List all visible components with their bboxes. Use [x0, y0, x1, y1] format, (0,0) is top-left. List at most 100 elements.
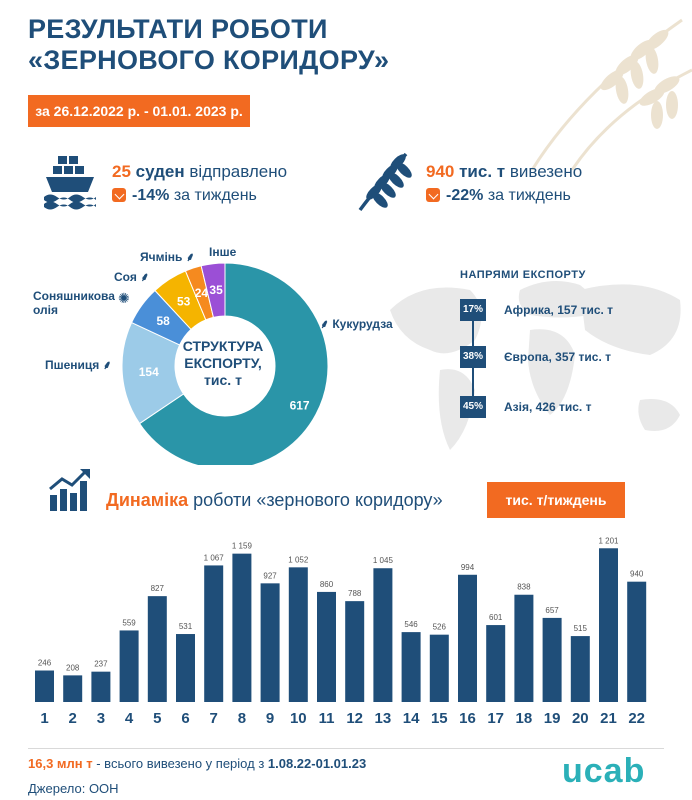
- title-line-1: РЕЗУЛЬТАТИ РОБОТИ: [28, 14, 328, 44]
- pie-value-label: 154: [139, 365, 159, 379]
- bar: [204, 565, 224, 702]
- bar-value-label: 1 045: [373, 556, 394, 565]
- source-note: Джерело: ООН: [28, 781, 119, 796]
- pie-value-label: 58: [156, 314, 170, 328]
- direction-asia-label: Азія, 426 тис. т: [504, 400, 592, 414]
- ships-unit: суден: [135, 162, 185, 181]
- bar-value-label: 1 159: [232, 542, 253, 551]
- export-structure-pie-chart: 617 154 58 53 24 35: [121, 262, 329, 465]
- pie-value-label: 617: [290, 399, 310, 413]
- bar-category-label: 13: [375, 710, 392, 727]
- pie-center-line1: СТРУКТУРА: [182, 338, 264, 354]
- dynamics-title-rest: роботи «зернового коридору»: [188, 490, 443, 510]
- bar-category-label: 18: [516, 710, 533, 727]
- sunflower-icon: ✺: [118, 290, 130, 306]
- pie-label-wheat-text: Пшениця: [45, 358, 100, 372]
- ships-text: відправлено: [189, 162, 288, 181]
- bar-category-label: 14: [403, 710, 420, 727]
- bar-category-label: 1: [40, 710, 48, 727]
- total-exported-line: 16,3 млн т - всього вивезено у період з …: [28, 756, 366, 771]
- bar-value-label: 940: [630, 570, 644, 579]
- bar-category-label: 10: [290, 710, 307, 727]
- barley-icon: ⸙: [185, 250, 195, 264]
- bar: [401, 632, 421, 702]
- bar-category-label: 7: [210, 710, 218, 727]
- bar-category-label: 5: [153, 710, 161, 727]
- bar-category-label: 8: [238, 710, 246, 727]
- ship-icon: [44, 156, 96, 210]
- bar-category-label: 12: [346, 710, 363, 727]
- bar-value-label: 1 201: [598, 536, 619, 545]
- pie-label-sunflower: Соняшникова олія: [33, 289, 115, 317]
- pie-label-soy: Соя ⸙: [114, 268, 149, 285]
- bar: [627, 581, 647, 702]
- bar-category-label: 11: [319, 710, 335, 727]
- bar-category-label: 16: [459, 710, 476, 727]
- bar: [486, 625, 506, 702]
- bar: [514, 594, 534, 702]
- bar: [317, 591, 336, 702]
- bar-value-label: 1 052: [288, 555, 309, 564]
- bar-category-label: 20: [572, 710, 589, 727]
- world-map-icon: [390, 281, 681, 450]
- bar-value-label: 526: [433, 623, 447, 632]
- wheat-icon: [358, 152, 412, 212]
- bar: [63, 675, 83, 702]
- dynamics-title: Динаміка роботи «зернового коридору»: [106, 490, 443, 511]
- pie-value-label: 24: [195, 286, 209, 300]
- bar-category-label: 4: [125, 710, 134, 727]
- pie-slice: [138, 262, 329, 465]
- pie-label-corn: ⸙ Кукурудза: [320, 315, 393, 332]
- bar-value-label: 657: [545, 606, 559, 615]
- dynamics-title-bold: Динаміка: [106, 490, 189, 510]
- ships-change: -14% за тиждень: [112, 187, 257, 205]
- bar-value-label: 559: [122, 618, 136, 627]
- pie-center-line2: ЕКСПОРТУ,: [184, 355, 262, 371]
- grain-change: -22% за тиждень: [426, 187, 571, 205]
- growth-chart-icon: [49, 469, 90, 511]
- bar-value-label: 838: [517, 583, 531, 592]
- pie-label-sunflower-line1: Соняшникова: [33, 289, 115, 303]
- grain-change-text: за тиждень: [487, 187, 571, 204]
- soy-icon: ⸙: [140, 270, 150, 284]
- pie-label-sunflower-line2: олія: [33, 303, 58, 317]
- bar-value-label: 208: [66, 663, 80, 672]
- bar-value-label: 601: [489, 613, 503, 622]
- bar-value-label: 994: [461, 563, 475, 572]
- bar-value-label: 927: [263, 571, 277, 580]
- title-line-2: «ЗЕРНОВОГО КОРИДОРУ»: [28, 45, 390, 75]
- bar-category-label: 15: [431, 710, 448, 727]
- ships-change-text: за тиждень: [173, 187, 257, 204]
- bar: [288, 567, 308, 702]
- footer-divider: [28, 748, 664, 749]
- direction-europe-label: Європа, 357 тис. т: [504, 350, 611, 364]
- grain-stat: 940 тис. т вивезено: [426, 162, 582, 182]
- bar: [232, 553, 252, 702]
- total-amount: 16,3 млн т: [28, 756, 93, 771]
- bar-value-label: 1 067: [204, 553, 225, 562]
- pie-slice: [200, 262, 226, 318]
- bar: [35, 670, 54, 702]
- ships-count: 25: [112, 162, 131, 181]
- pie-label-corn-text: Кукурудза: [332, 317, 393, 331]
- bar-value-label: 237: [94, 660, 108, 669]
- ucab-logo: ucab: [562, 752, 646, 790]
- pie-value-label: 35: [209, 283, 223, 297]
- grain-unit: тис. т: [459, 162, 506, 181]
- ships-stat: 25 суден відправлено: [112, 162, 287, 182]
- page-title: РЕЗУЛЬТАТИ РОБОТИ «ЗЕРНОВОГО КОРИДОРУ»: [28, 14, 389, 76]
- total-period: 1.08.22-01.01.23: [267, 756, 367, 771]
- bar-value-label: 531: [179, 622, 193, 631]
- bar: [542, 617, 562, 702]
- pie-label-barley: Ячмінь ⸙: [140, 248, 195, 265]
- unit-badge: тис. т/тиждень: [487, 482, 625, 518]
- bar-category-label: 9: [266, 710, 274, 727]
- grain-change-value: -22%: [446, 187, 484, 204]
- bar: [260, 583, 280, 702]
- bar-category-label: 19: [544, 710, 561, 727]
- corn-small-icon: ⸙: [320, 317, 330, 331]
- bar: [119, 630, 139, 702]
- pie-value-label: 53: [177, 295, 191, 309]
- grain-text: вивезено: [509, 162, 583, 181]
- pie-label-other: Інше: [209, 245, 237, 259]
